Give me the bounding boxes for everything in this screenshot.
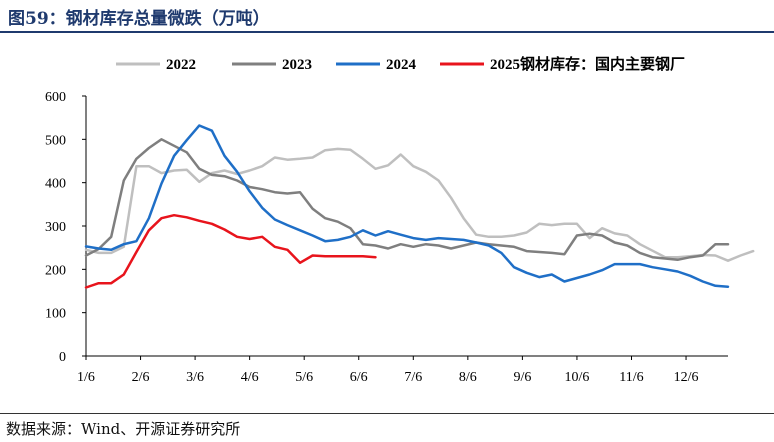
- series-line-0: [84, 147, 755, 262]
- x-tick-label: 5/6: [295, 370, 313, 385]
- legend-label: 2025钢材库存：国内主要钢厂: [490, 55, 685, 73]
- x-tick-label: 9/6: [513, 370, 531, 385]
- x-tick-label: 1/6: [77, 370, 95, 385]
- x-tick-label: 2/6: [132, 370, 150, 385]
- chart-legend: 2022 2023 2024 2025钢材库存：国内主要钢厂: [116, 55, 685, 73]
- title-divider: [0, 31, 774, 33]
- x-tick-label: 12/6: [674, 370, 699, 385]
- y-tick-label: 100: [45, 307, 66, 322]
- series-line-1: [84, 138, 730, 262]
- y-tick-label: 0: [59, 350, 66, 365]
- footer-divider: [0, 413, 774, 414]
- x-tick-label: 6/6: [350, 370, 368, 385]
- legend-label: 2022: [166, 57, 196, 73]
- y-tick-label: 200: [45, 263, 66, 278]
- x-tick-label: 4/6: [241, 370, 259, 385]
- chart-series: [84, 124, 755, 289]
- x-tick-label: 10/6: [564, 370, 589, 385]
- legend-label: 2023: [282, 57, 312, 73]
- series-line-2: [84, 124, 730, 288]
- y-tick-label: 400: [45, 177, 66, 192]
- chart-axes: 0 100 200 300 400 500 600 1/6 2/6 3/6 4/6 5/6 6/6 7/6…: [45, 90, 728, 385]
- x-tick-label: 8/6: [459, 370, 477, 385]
- y-tick-label: 300: [45, 220, 66, 235]
- y-tick-label: 600: [45, 90, 66, 105]
- y-tick-label: 500: [45, 133, 66, 148]
- series-line-3: [84, 213, 377, 289]
- source-note: 数据来源：Wind、开源证券研究所: [6, 420, 241, 438]
- legend-label: 2024: [386, 57, 417, 73]
- x-tick-label: 11/6: [619, 370, 643, 385]
- x-tick-label: 7/6: [404, 370, 422, 385]
- figure-title: 图59：钢材库存总量微跌（万吨）: [8, 9, 270, 29]
- x-tick-label: 3/6: [186, 370, 204, 385]
